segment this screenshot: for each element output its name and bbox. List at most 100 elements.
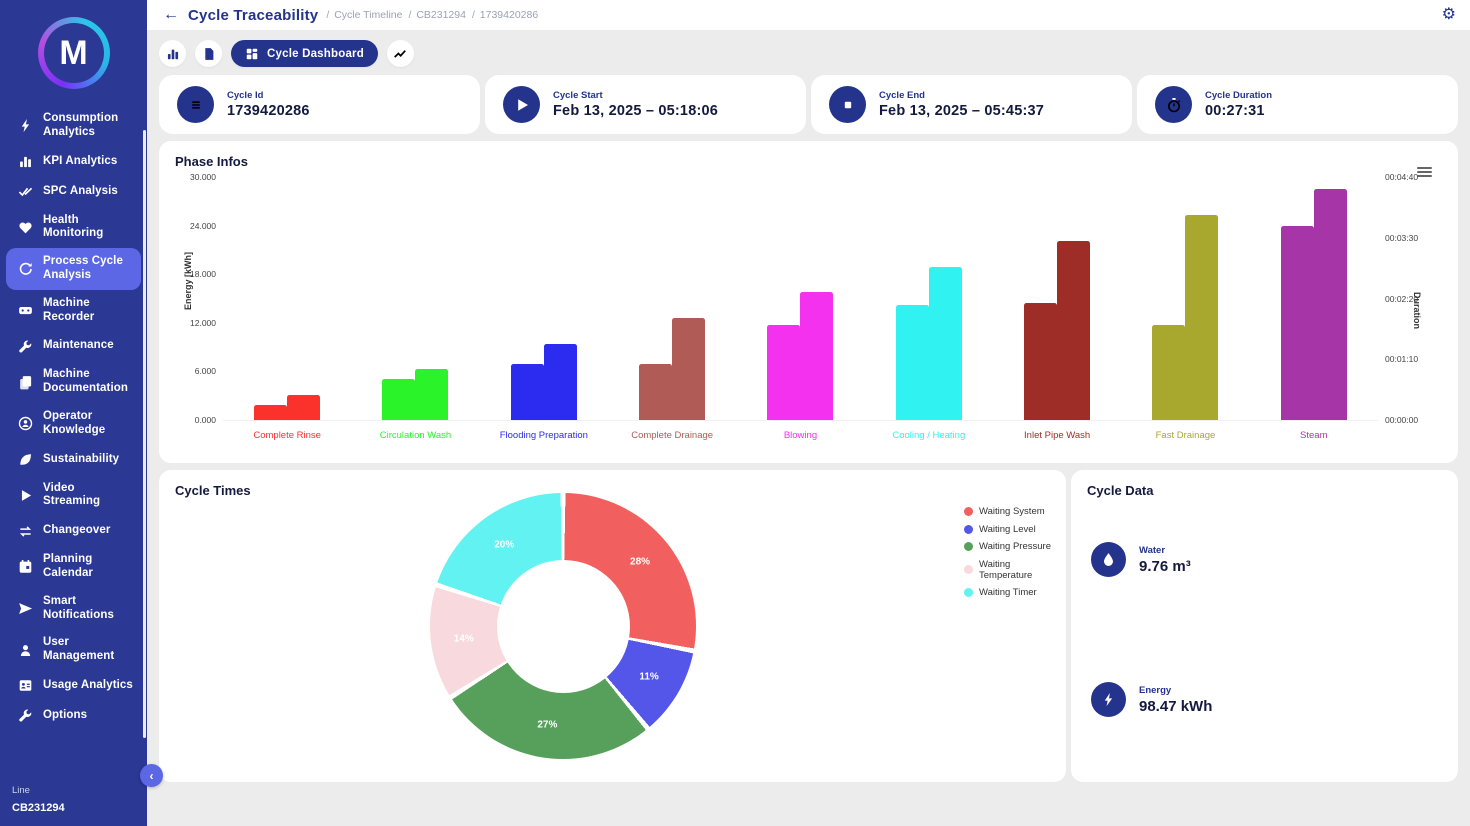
play-icon xyxy=(21,490,32,501)
legend-item-waiting-level[interactable]: Waiting Level xyxy=(964,524,1066,535)
donut-label-waiting-timer: 20% xyxy=(494,539,515,551)
sidebar-item-machine-recorder[interactable]: Machine Recorder xyxy=(6,290,141,332)
sidebar-item-operator-knowledge[interactable]: Operator Knowledge xyxy=(6,403,141,445)
settings-gear-icon[interactable]: ⚙ xyxy=(1441,6,1456,23)
duration-bar-fast-drainage[interactable] xyxy=(1185,215,1219,420)
sidebar-item-smart-notifications[interactable]: Smart Notifications xyxy=(6,588,141,630)
energy-bar-flooding-preparation[interactable] xyxy=(510,364,544,420)
cycle-duration-icon-badge xyxy=(1155,86,1192,123)
bar-group-fast-drainage xyxy=(1121,177,1249,420)
file-icon xyxy=(204,47,213,60)
energy-axis-tick: 6.000 xyxy=(194,366,216,377)
energy-bar-blowing[interactable] xyxy=(767,325,801,420)
duration-bar-inlet-pipe-wash[interactable] xyxy=(1057,241,1091,420)
wrench-icon xyxy=(19,710,32,722)
cycle-dashboard-button[interactable]: Cycle Dashboard xyxy=(231,40,378,67)
sidebar-item-planning-calendar[interactable]: Planning Calendar xyxy=(6,546,141,588)
cycle-icon xyxy=(19,263,32,276)
heart-icon xyxy=(19,222,32,234)
page-title: Cycle Traceability xyxy=(188,6,319,24)
breadcrumb-item[interactable]: Cycle Timeline xyxy=(326,9,402,21)
sidebar-collapse-button[interactable]: ‹ xyxy=(140,764,163,787)
duration-axis-tick: 00:00:00 xyxy=(1385,415,1419,425)
legend-item-waiting-system[interactable]: Waiting System xyxy=(964,506,1066,517)
duration-bar-steam[interactable] xyxy=(1313,189,1347,420)
sidebar-item-user-management[interactable]: User Management xyxy=(6,629,141,671)
bar-group-steam xyxy=(1250,177,1378,420)
sidebar-item-kpi-analytics[interactable]: KPI Analytics xyxy=(6,147,141,177)
legend-item-waiting-timer[interactable]: Waiting Timer xyxy=(964,587,1066,598)
duration-bar-complete-drainage[interactable] xyxy=(672,317,706,420)
energy-bar-inlet-pipe-wash[interactable] xyxy=(1024,303,1058,420)
energy-axis-tick: 0.000 xyxy=(194,415,216,425)
sidebar-item-label: Process Cycle Analysis xyxy=(43,255,123,281)
breadcrumb-item[interactable]: CB231294 xyxy=(408,9,466,21)
sidebar-item-video-streaming[interactable]: Video Streaming xyxy=(6,475,141,517)
back-arrow-icon[interactable]: ← xyxy=(163,6,179,23)
duration-axis-tick: 00:03:30 xyxy=(1385,232,1419,243)
sidebar-item-spc-analysis[interactable]: SPC Analysis xyxy=(6,177,141,207)
metric-label: Energy xyxy=(1139,684,1172,696)
legend-label: Waiting Level xyxy=(979,523,1036,535)
report-view-button[interactable] xyxy=(195,40,222,67)
sidebar-item-machine-documentation[interactable]: Machine Documentation xyxy=(6,361,141,403)
cycle-id-card: Cycle Id 1739420286 xyxy=(159,75,480,134)
top-bar: ← Cycle Traceability Cycle Timeline CB23… xyxy=(147,0,1470,30)
energy-bar-cooling-heating[interactable] xyxy=(895,305,929,420)
legend-item-waiting-temperature[interactable]: Waiting Temperature xyxy=(964,559,1066,581)
send-icon xyxy=(19,603,33,614)
energy-axis-label: Energy [kWh] xyxy=(183,252,193,311)
energy-bar-complete-drainage[interactable] xyxy=(639,364,673,420)
sidebar-item-options[interactable]: Options xyxy=(6,701,141,731)
duration-bar-cooling-heating[interactable] xyxy=(928,267,962,420)
sidebar-item-label: Health Monitoring xyxy=(43,213,104,240)
sidebar-item-label: Machine Documentation xyxy=(43,368,128,395)
cycle-end-icon-badge xyxy=(829,86,866,123)
kpi-bars-icon xyxy=(167,49,178,59)
bar-x-labels: Complete Rinse Circulation Wash Flooding P… xyxy=(223,420,1378,441)
cycle-times-donut-chart[interactable]: 28% 11% 27% 14% 20% xyxy=(430,493,696,759)
legend-dot xyxy=(964,542,973,551)
water-icon-badge xyxy=(1091,542,1126,577)
stopwatch-icon xyxy=(1167,97,1180,112)
chart-menu-icon[interactable] xyxy=(1417,165,1432,179)
sidebar-item-consumption-analytics[interactable]: Consumption Analytics xyxy=(6,105,141,147)
calendar-icon xyxy=(19,560,32,574)
cycle-end-card: Cycle End Feb 13, 2025 – 05:45:37 xyxy=(811,75,1132,134)
energy-bar-circulation-wash[interactable] xyxy=(382,378,416,420)
donut-label-waiting-pressure: 27% xyxy=(537,719,558,731)
sidebar-item-process-cycle-analysis[interactable]: Process Cycle Analysis xyxy=(6,248,141,290)
sidebar-item-maintenance[interactable]: Maintenance xyxy=(6,331,141,361)
legend-label: Waiting Temperature xyxy=(979,558,1033,581)
view-toolbar: Cycle Dashboard xyxy=(147,30,1470,75)
energy-axis-tick: 24.000 xyxy=(190,220,216,231)
trend-view-button[interactable] xyxy=(386,40,414,67)
duration-bar-circulation-wash[interactable] xyxy=(415,368,449,420)
energy-bar-complete-rinse[interactable] xyxy=(254,404,288,420)
sidebar-scrollbar[interactable] xyxy=(143,130,146,738)
sidebar-item-usage-analytics[interactable]: Usage Analytics xyxy=(6,671,141,701)
duration-bar-blowing[interactable] xyxy=(800,291,834,420)
bolt-icon xyxy=(21,119,30,133)
card-label: Cycle End xyxy=(879,90,925,101)
breadcrumb-item[interactable]: 1739420286 xyxy=(472,9,538,21)
phase-infos-panel: Phase Infos Energy [kWh] Duration 0.000 6… xyxy=(159,141,1458,463)
sidebar-item-changeover[interactable]: Changeover xyxy=(6,516,141,546)
energy-bar-fast-drainage[interactable] xyxy=(1152,325,1186,420)
x-label-complete-drainage: Complete Drainage xyxy=(631,430,714,441)
sidebar-item-sustainability[interactable]: Sustainability xyxy=(6,445,141,475)
sidebar-item-health-monitoring[interactable]: Health Monitoring xyxy=(6,207,141,249)
energy-axis-tick: 18.000 xyxy=(190,269,216,280)
phase-infos-title: Phase Infos xyxy=(175,154,248,169)
duration-bar-flooding-preparation[interactable] xyxy=(543,343,577,420)
x-label-flooding-preparation: Flooding Preparation xyxy=(499,430,588,441)
duration-bar-complete-rinse[interactable] xyxy=(287,394,321,420)
legend-item-waiting-pressure[interactable]: Waiting Pressure xyxy=(964,541,1066,552)
sidebar-item-label: SPC Analysis xyxy=(43,184,118,197)
legend-dot xyxy=(964,524,973,534)
water-metric: Water 9.76 m³ xyxy=(1091,542,1191,577)
energy-bar-steam[interactable] xyxy=(1280,225,1314,420)
cycle-data-panel: Cycle Data Water 9.76 m³ Energy 98.47 kWh xyxy=(1071,470,1458,782)
bar-chart-view-button[interactable] xyxy=(159,40,186,67)
